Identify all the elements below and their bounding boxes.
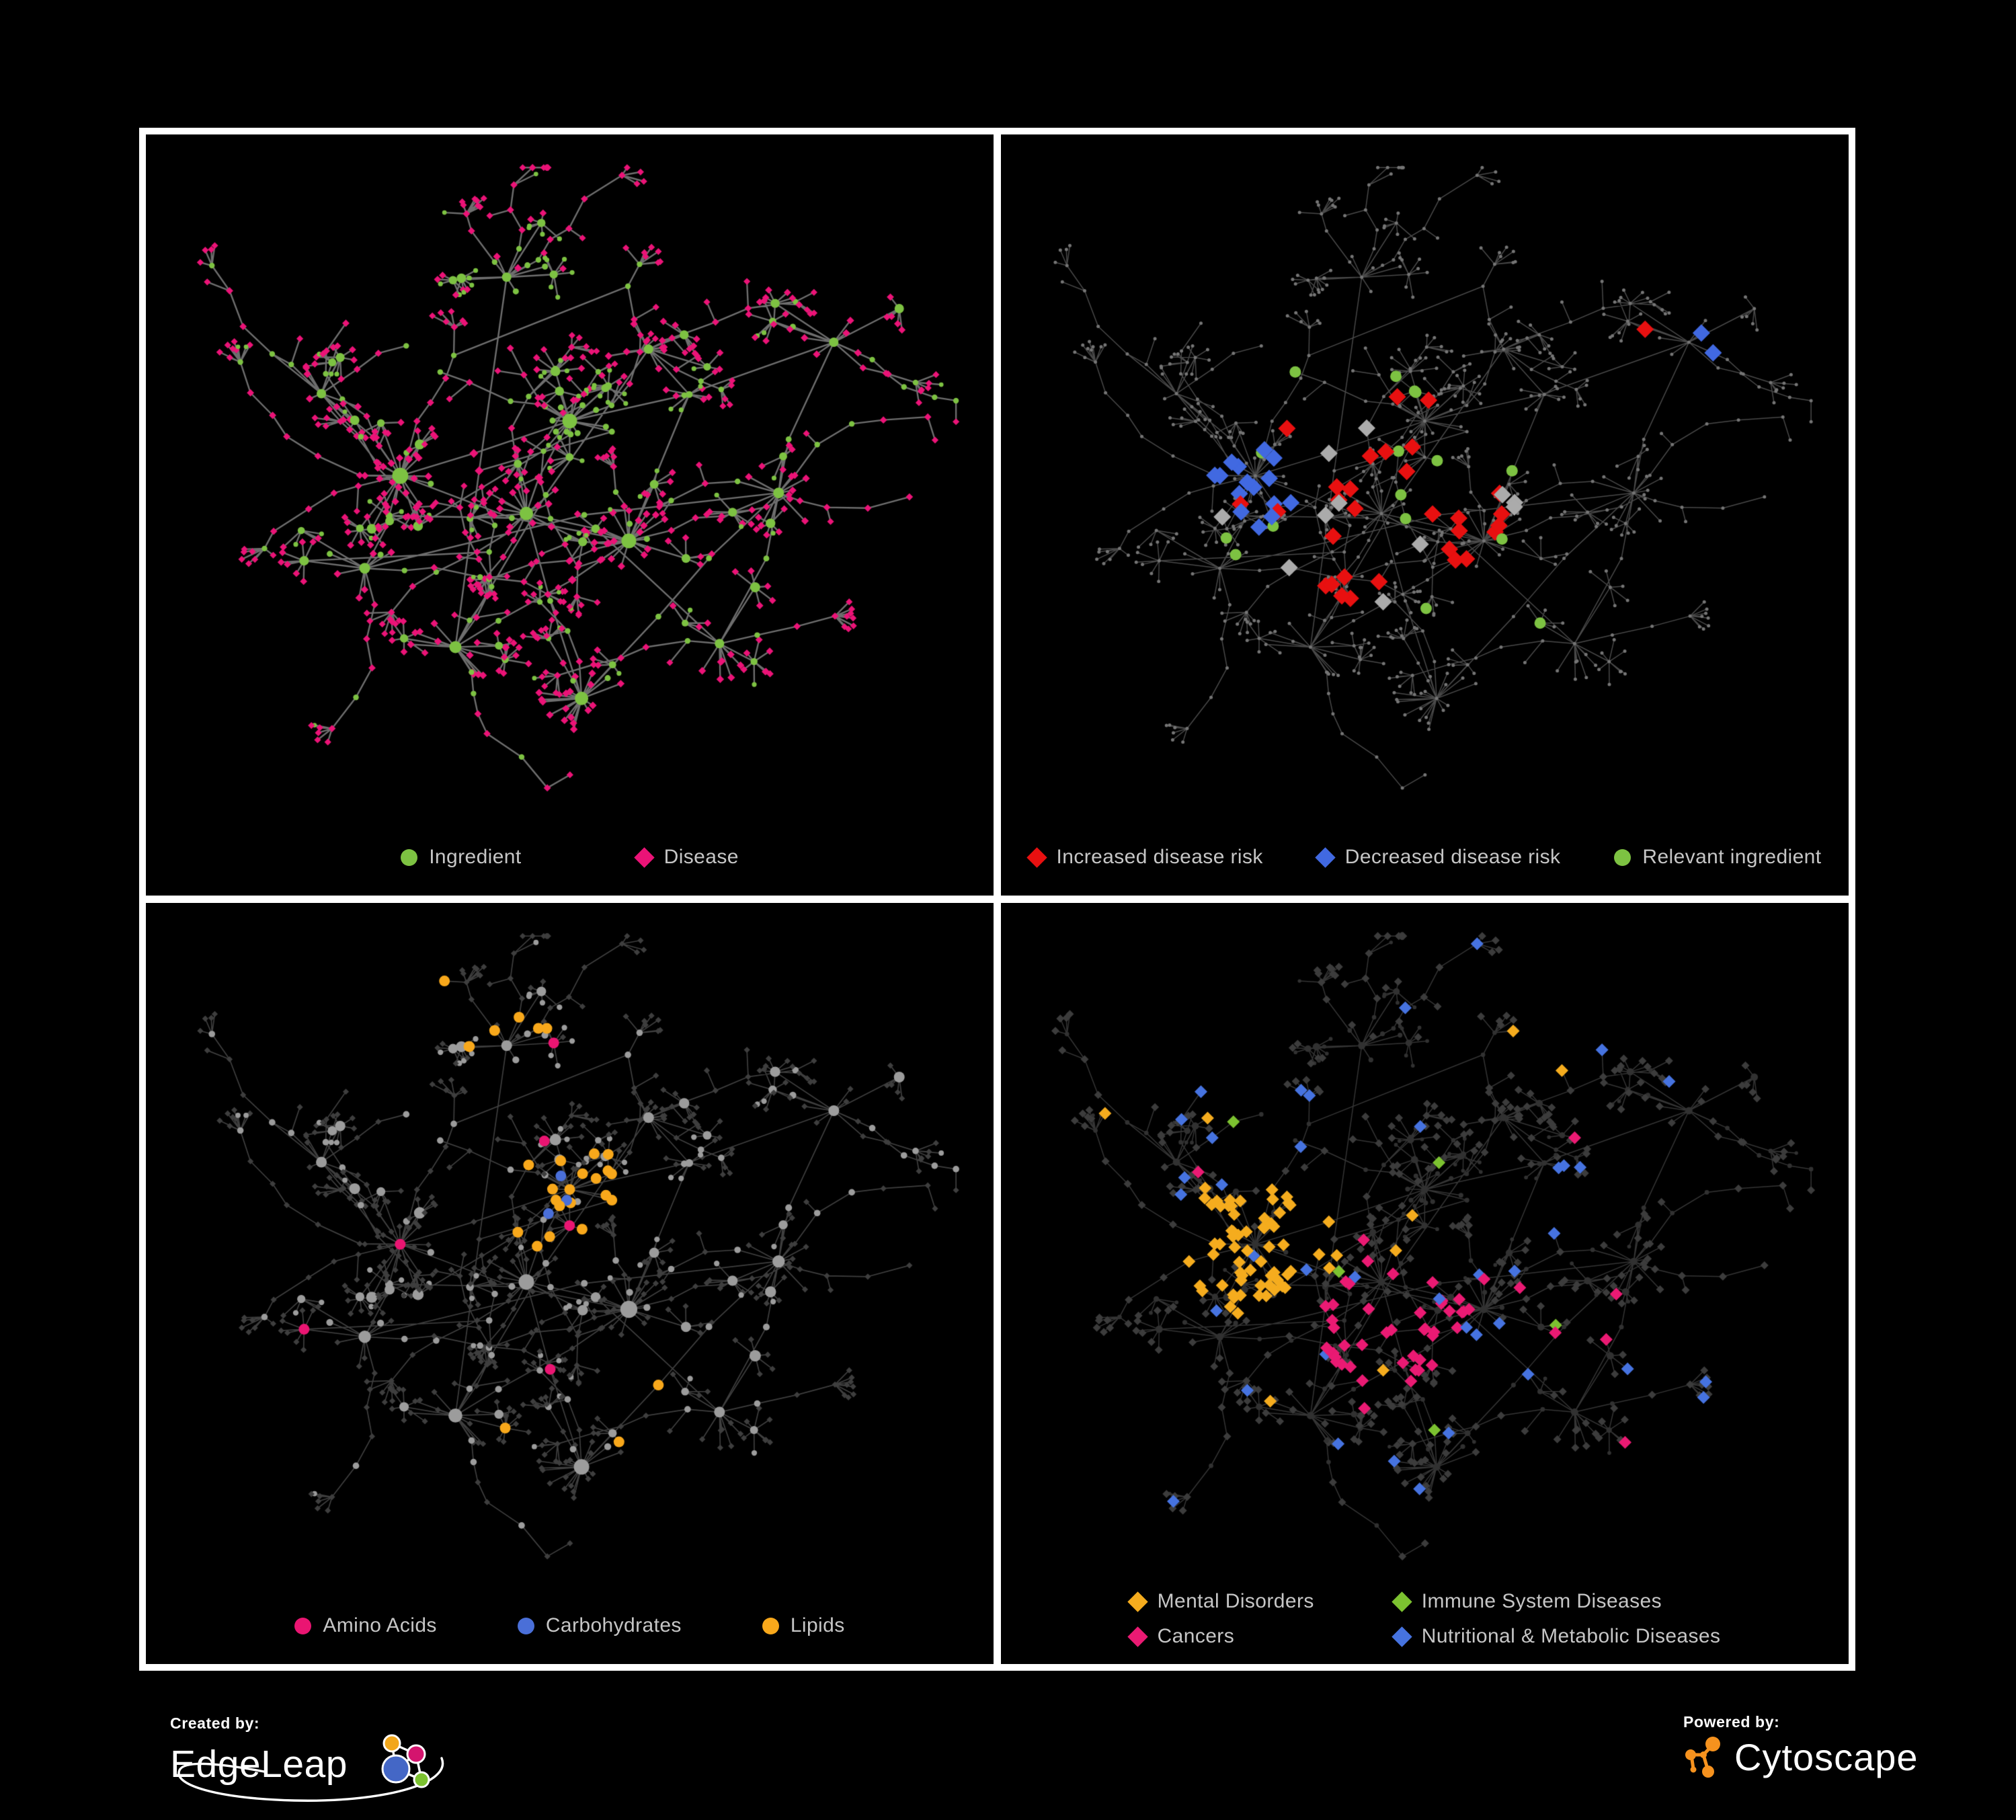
panel-nutrient-classes: Amino Acids Carbohydrates Lipids <box>146 903 994 1664</box>
cancers-diamond-marker-icon <box>1127 1626 1148 1647</box>
figure-grid: Ingredient Disease Increased disease ris… <box>139 128 1855 1671</box>
legend-item: Nutritional & Metabolic Diseases <box>1392 1625 1721 1648</box>
network-canvas-disease-risk <box>1001 134 1849 896</box>
cytoscape-wordmark: Cytoscape <box>1734 1735 1919 1778</box>
powered-by-block: Powered by: Cytoscape <box>1683 1713 1919 1780</box>
legend-item: Cancers <box>1127 1625 1314 1648</box>
edgeleap-network-icon <box>177 1734 444 1802</box>
carbohydrates-circle-marker-icon <box>517 1617 534 1634</box>
network-canvas-ingredient-disease <box>146 134 994 896</box>
panel-disease-risk: Increased disease risk Decreased disease… <box>1001 134 1849 896</box>
legend-nutrient-classes: Amino Acids Carbohydrates Lipids <box>146 1614 994 1637</box>
relevant-ingredient-circle-marker-icon <box>1614 848 1631 866</box>
nutritional-metabolic-diseases-diamond-marker-icon <box>1392 1626 1412 1647</box>
mental-disorders-diamond-marker-icon <box>1127 1591 1148 1612</box>
immune-system-diseases-diamond-marker-icon <box>1392 1591 1412 1612</box>
cytoscape-logo-icon <box>1685 1737 1720 1778</box>
network-canvas-nutrient-classes <box>146 903 994 1664</box>
legend-label: Increased disease risk <box>1056 846 1263 868</box>
ingredient-circle-marker-icon <box>401 848 418 866</box>
legend-item: Immune System Diseases <box>1392 1590 1721 1613</box>
legend-label: Carbohydrates <box>545 1614 682 1636</box>
lipids-circle-marker-icon <box>762 1617 779 1634</box>
legend-item: Mental Disorders <box>1127 1590 1314 1613</box>
legend-item: Decreased disease risk <box>1315 846 1561 869</box>
legend-label: Relevant ingredient <box>1642 846 1822 868</box>
amino-acids-circle-marker-icon <box>294 1617 312 1634</box>
legend-item: Disease <box>633 846 739 869</box>
panel-disease-categories: Mental Disorders Immune System Diseases … <box>1001 903 1849 1664</box>
legend-ingredient-disease: Ingredient Disease <box>146 846 994 869</box>
legend-label: Amino Acids <box>323 1614 437 1636</box>
legend-disease-categories: Mental Disorders Immune System Diseases … <box>1001 1590 1849 1648</box>
legend-label: Disease <box>663 846 739 868</box>
legend-item: Increased disease risk <box>1026 846 1263 869</box>
panel-ingredient-disease: Ingredient Disease <box>146 134 994 896</box>
edgeleap-wordmark: EdgeLeap <box>170 1743 348 1786</box>
legend-item: Ingredient <box>401 846 521 869</box>
legend-label: Mental Disorders <box>1157 1590 1314 1612</box>
legend-label: Ingredient <box>429 846 522 868</box>
legend-item: Lipids <box>762 1614 845 1637</box>
legend-item: Relevant ingredient <box>1614 846 1821 869</box>
legend-disease-risk: Increased disease risk Decreased disease… <box>1001 846 1849 869</box>
legend-label: Lipids <box>790 1614 845 1636</box>
network-canvas-disease-categories <box>1001 903 1849 1664</box>
legend-label: Cancers <box>1157 1625 1235 1647</box>
legend-item: Amino Acids <box>294 1614 436 1637</box>
edgeleap-logo: EdgeLeap <box>170 1733 466 1812</box>
increased-risk-diamond-marker-icon <box>1026 846 1047 868</box>
created-by-label: Created by: <box>170 1714 260 1732</box>
powered-by-label: Powered by: <box>1683 1713 1780 1731</box>
legend-item: Carbohydrates <box>517 1614 682 1637</box>
disease-diamond-marker-icon <box>633 846 655 868</box>
legend-label: Immune System Diseases <box>1421 1590 1662 1612</box>
decreased-risk-diamond-marker-icon <box>1315 846 1336 868</box>
created-by-block: Created by: EdgeLeap <box>170 1714 466 1812</box>
legend-label: Decreased disease risk <box>1344 846 1561 868</box>
legend-label: Nutritional & Metabolic Diseases <box>1421 1625 1721 1647</box>
